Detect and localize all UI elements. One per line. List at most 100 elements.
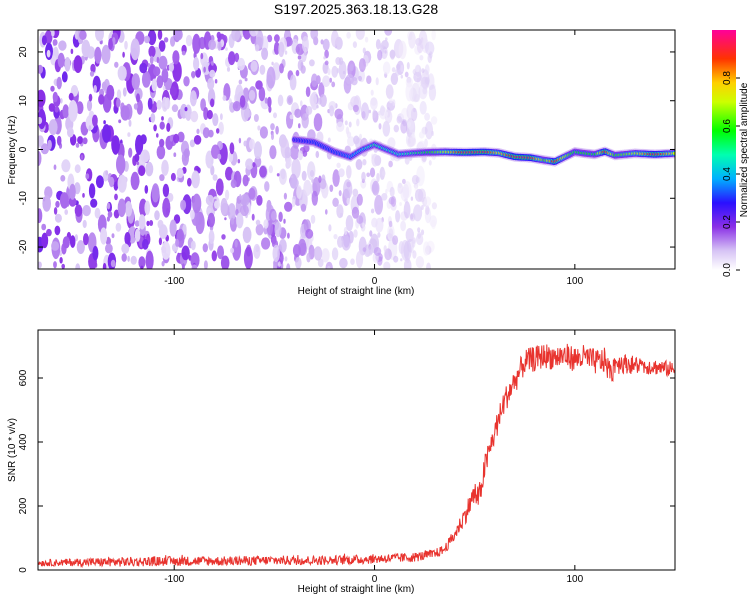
noise-speckle bbox=[410, 213, 414, 220]
noise-speckle bbox=[230, 217, 235, 225]
noise-speckle bbox=[80, 154, 84, 160]
noise-speckle bbox=[48, 119, 58, 136]
noise-speckle bbox=[307, 161, 316, 181]
noise-speckle bbox=[148, 45, 156, 58]
noise-speckle bbox=[191, 264, 198, 269]
noise-speckle bbox=[369, 167, 376, 178]
noise-speckle bbox=[261, 237, 271, 250]
noise-speckle bbox=[364, 36, 369, 43]
noise-speckle bbox=[359, 133, 362, 140]
noise-speckle bbox=[244, 77, 248, 82]
noise-speckle bbox=[383, 261, 391, 269]
noise-speckle bbox=[134, 228, 141, 242]
noise-speckle bbox=[217, 245, 224, 260]
noise-speckle bbox=[140, 265, 144, 269]
noise-speckle bbox=[205, 194, 214, 206]
noise-speckle bbox=[361, 171, 366, 182]
noise-speckle bbox=[68, 92, 74, 101]
noise-speckle bbox=[156, 99, 162, 110]
noise-speckle bbox=[297, 150, 303, 161]
noise-speckle bbox=[235, 213, 244, 229]
noise-speckle bbox=[224, 217, 227, 221]
noise-speckle bbox=[292, 198, 296, 207]
noise-speckle bbox=[376, 172, 380, 183]
noise-speckle bbox=[237, 57, 246, 71]
noise-speckle bbox=[53, 261, 57, 269]
noise-speckle bbox=[322, 75, 331, 87]
noise-speckle bbox=[134, 220, 140, 227]
noise-speckle bbox=[217, 41, 222, 51]
noise-speckle bbox=[59, 192, 69, 209]
noise-speckle bbox=[372, 109, 377, 119]
noise-speckle bbox=[389, 49, 396, 60]
noise-speckle bbox=[210, 60, 214, 66]
noise-speckle bbox=[138, 165, 146, 177]
noise-speckle bbox=[234, 239, 238, 248]
noise-speckle bbox=[395, 210, 401, 223]
noise-speckle bbox=[263, 219, 269, 229]
noise-speckle bbox=[218, 121, 224, 135]
spectrogram-x-axis-label: Height of straight line (km) bbox=[298, 286, 415, 297]
noise-speckle bbox=[220, 255, 230, 269]
noise-speckle bbox=[240, 194, 250, 206]
noise-speckle bbox=[193, 56, 200, 71]
noise-speckle bbox=[183, 76, 190, 87]
noise-speckle bbox=[284, 201, 293, 212]
noise-speckle bbox=[414, 93, 420, 103]
noise-speckle bbox=[38, 64, 44, 74]
noise-speckle bbox=[151, 183, 160, 203]
noise-speckle bbox=[162, 197, 171, 218]
noise-speckle bbox=[356, 193, 363, 206]
noise-speckle bbox=[156, 145, 166, 160]
noise-speckle bbox=[231, 30, 241, 42]
y-tick-label: 20 bbox=[18, 46, 29, 58]
noise-speckle bbox=[122, 87, 127, 97]
noise-speckle bbox=[382, 120, 391, 137]
noise-speckle bbox=[257, 125, 261, 131]
noise-speckle bbox=[368, 109, 371, 114]
noise-speckle bbox=[130, 255, 137, 265]
noise-speckle bbox=[295, 257, 302, 269]
noise-speckle bbox=[313, 113, 323, 132]
noise-speckle bbox=[406, 128, 410, 135]
noise-speckle bbox=[355, 159, 363, 170]
colorbar: 0.0 0.2 0.4 0.6 0.8 Normalized spectral ampl… bbox=[712, 30, 750, 277]
noise-speckle bbox=[190, 209, 195, 220]
noise-speckle bbox=[319, 94, 327, 107]
noise-speckle bbox=[172, 50, 180, 65]
noise-speckle bbox=[370, 208, 375, 214]
noise-speckle bbox=[82, 137, 88, 145]
noise-speckle bbox=[68, 196, 77, 207]
noise-speckle bbox=[331, 65, 339, 78]
noise-speckle bbox=[424, 112, 430, 121]
noise-speckle bbox=[56, 76, 62, 90]
noise-speckle bbox=[47, 139, 52, 150]
noise-speckle bbox=[242, 174, 249, 187]
noise-speckle bbox=[390, 72, 399, 85]
noise-speckle bbox=[51, 241, 60, 251]
noise-speckle bbox=[402, 119, 407, 127]
noise-speckle bbox=[418, 188, 426, 203]
noise-speckle bbox=[52, 91, 58, 103]
noise-speckle bbox=[325, 209, 328, 215]
y-tick-label: -10 bbox=[18, 191, 29, 206]
noise-speckle bbox=[346, 131, 352, 139]
noise-speckle bbox=[108, 38, 113, 50]
noise-speckle bbox=[315, 150, 320, 159]
noise-speckle bbox=[332, 197, 339, 207]
noise-speckle bbox=[388, 160, 393, 168]
noise-speckle bbox=[377, 49, 383, 61]
noise-speckle bbox=[338, 60, 347, 80]
noise-speckle bbox=[338, 190, 342, 197]
noise-speckle bbox=[208, 229, 215, 245]
noise-speckle bbox=[405, 82, 414, 102]
noise-speckle bbox=[331, 81, 336, 88]
x-tick-label: 0 bbox=[372, 276, 378, 287]
noise-speckle bbox=[328, 224, 332, 232]
noise-speckle bbox=[38, 117, 43, 125]
noise-speckle bbox=[180, 199, 187, 211]
noise-speckle bbox=[187, 177, 192, 187]
noise-speckle bbox=[337, 236, 344, 248]
noise-speckle bbox=[92, 114, 98, 127]
noise-speckle bbox=[360, 179, 367, 189]
